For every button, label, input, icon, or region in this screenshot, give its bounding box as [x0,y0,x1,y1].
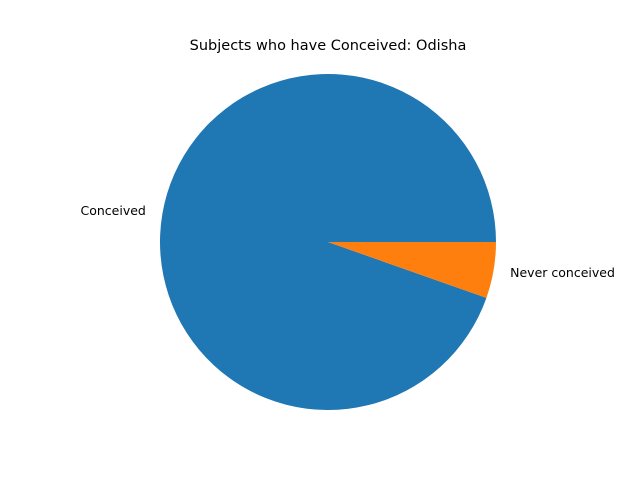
pie-slice-never-conceived [328,242,496,298]
chart-title: Subjects who have Conceived: Odisha [190,38,467,54]
pie-label-conceived: Conceived [80,203,145,218]
pie-slices [160,74,496,411]
pie-labels: Conceived Never conceived [80,203,614,280]
pie-label-never-conceived: Never conceived [510,265,615,280]
pie-slice-conceived [160,74,496,411]
